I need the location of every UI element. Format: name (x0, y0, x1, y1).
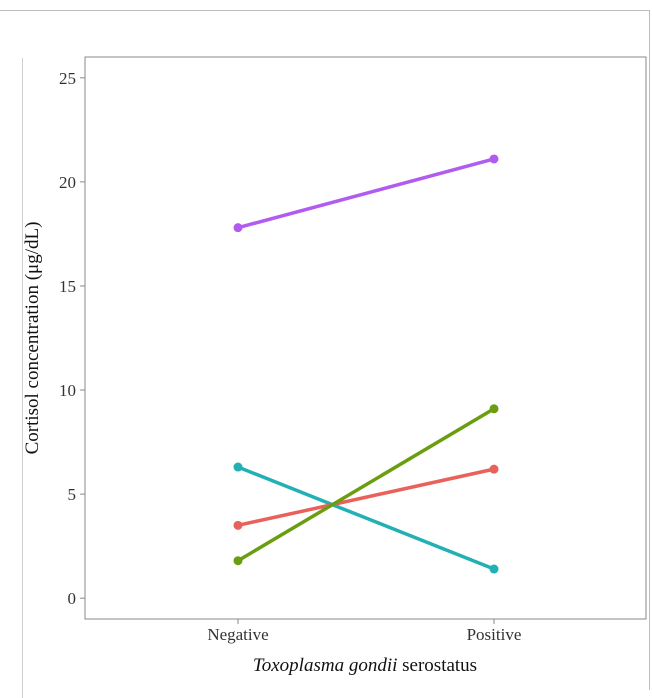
figure-frame (0, 10, 650, 690)
data-point (489, 464, 499, 474)
panel-edge (22, 58, 23, 698)
series-line (236, 407, 496, 563)
series-line (236, 157, 496, 230)
series-lines (236, 157, 496, 571)
x-tick-label: Positive (467, 625, 522, 644)
data-point (233, 520, 243, 530)
y-tick-label: 25 (59, 69, 76, 88)
series-line (236, 467, 496, 528)
plot-panel (84, 56, 647, 620)
series-points (233, 154, 499, 574)
data-point (489, 154, 499, 164)
x-axis-ticks: Negative Positive (207, 619, 521, 644)
cortisol-line-chart: 0 5 10 15 20 25 Negative Positive Cortisol con… (22, 56, 647, 676)
x-axis-title: Toxoplasma gondii serostatus (253, 655, 477, 676)
data-point (489, 404, 499, 414)
y-tick-label: 5 (68, 485, 77, 504)
data-point (489, 564, 499, 574)
data-point (233, 462, 243, 472)
x-axis-title-rest: serostatus (397, 655, 477, 676)
data-point (233, 223, 243, 233)
y-axis-ticks: 0 5 10 15 20 25 (59, 69, 85, 608)
x-axis-title-italic: Toxoplasma gondii (253, 655, 397, 676)
series-line (236, 465, 496, 571)
y-axis-title: Cortisol concentration (μg/dL) (22, 222, 43, 455)
data-point (233, 556, 243, 566)
x-tick-label: Negative (207, 625, 268, 644)
y-tick-label: 15 (59, 277, 76, 296)
y-tick-label: 10 (59, 381, 76, 400)
y-tick-label: 20 (59, 173, 76, 192)
y-tick-label: 0 (68, 589, 77, 608)
